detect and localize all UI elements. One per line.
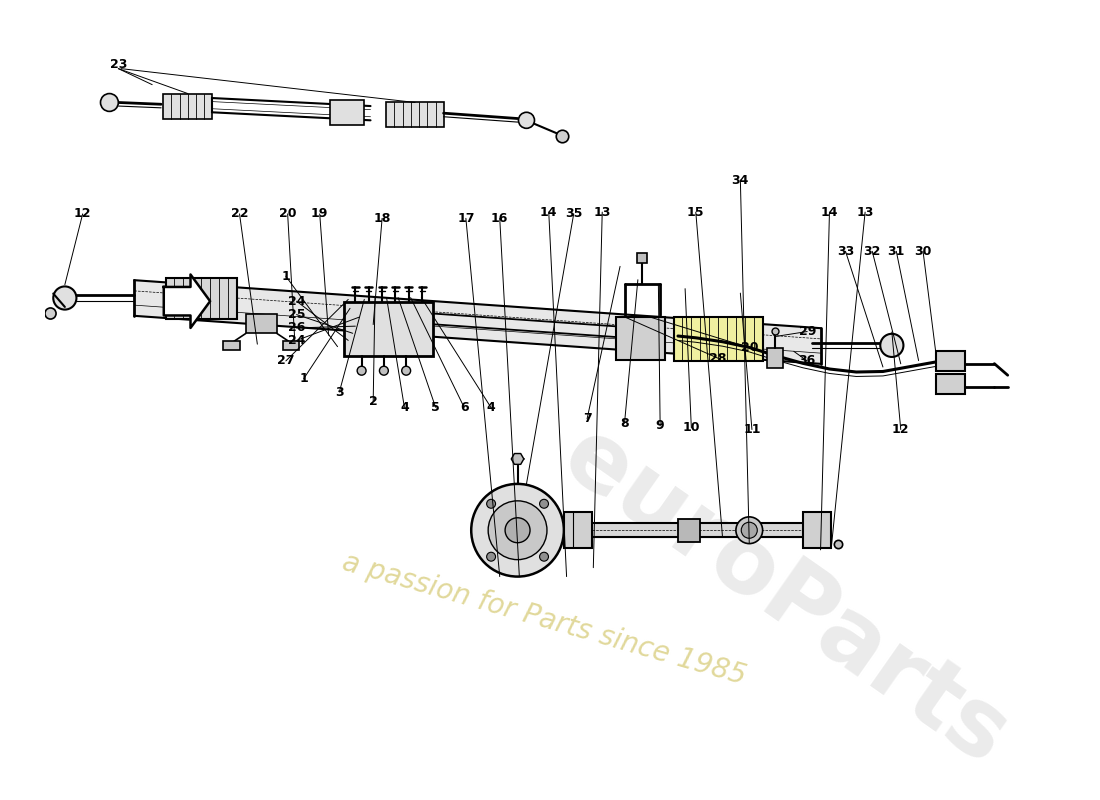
- Circle shape: [486, 552, 496, 561]
- Text: 22: 22: [231, 207, 249, 220]
- Text: 3: 3: [336, 386, 343, 398]
- Text: 8: 8: [620, 417, 629, 430]
- Text: 14: 14: [540, 206, 558, 218]
- FancyBboxPatch shape: [344, 302, 433, 355]
- Circle shape: [53, 286, 76, 310]
- Text: 26: 26: [288, 322, 305, 334]
- Circle shape: [379, 366, 388, 375]
- Circle shape: [488, 501, 547, 560]
- Text: 7: 7: [583, 412, 592, 426]
- Text: 4: 4: [486, 401, 495, 414]
- FancyBboxPatch shape: [936, 374, 965, 394]
- Text: 1: 1: [282, 270, 290, 282]
- Text: 17: 17: [458, 212, 474, 225]
- FancyBboxPatch shape: [564, 513, 593, 548]
- Text: 29: 29: [799, 325, 816, 338]
- Text: 9: 9: [656, 419, 664, 433]
- Text: 5: 5: [431, 401, 440, 414]
- Text: 25: 25: [288, 308, 306, 321]
- FancyBboxPatch shape: [283, 341, 299, 350]
- Circle shape: [736, 517, 762, 544]
- Circle shape: [100, 94, 119, 111]
- Text: 13: 13: [857, 206, 873, 218]
- FancyBboxPatch shape: [673, 317, 762, 361]
- Circle shape: [540, 552, 549, 561]
- Text: 12: 12: [74, 207, 91, 220]
- Circle shape: [505, 518, 530, 542]
- FancyBboxPatch shape: [678, 518, 701, 542]
- Text: 14: 14: [821, 206, 838, 218]
- FancyBboxPatch shape: [163, 94, 212, 118]
- Circle shape: [880, 334, 903, 357]
- Circle shape: [486, 499, 496, 508]
- FancyBboxPatch shape: [330, 100, 364, 125]
- Circle shape: [741, 522, 757, 538]
- Text: 6: 6: [460, 401, 469, 414]
- Text: euroParts: euroParts: [544, 410, 1025, 784]
- FancyBboxPatch shape: [386, 102, 444, 127]
- Text: 31: 31: [888, 245, 905, 258]
- Polygon shape: [512, 454, 524, 464]
- Text: 24: 24: [288, 334, 306, 347]
- Text: 28: 28: [710, 352, 727, 365]
- Circle shape: [402, 366, 410, 375]
- Text: 10: 10: [683, 422, 700, 434]
- Polygon shape: [164, 274, 210, 328]
- Text: 23: 23: [110, 58, 126, 70]
- Circle shape: [358, 366, 366, 375]
- Circle shape: [518, 112, 535, 128]
- Text: 18: 18: [373, 212, 390, 225]
- Text: 20: 20: [279, 207, 296, 220]
- Text: 12: 12: [892, 423, 910, 436]
- Text: 24: 24: [288, 294, 306, 308]
- FancyBboxPatch shape: [803, 513, 832, 548]
- Text: 34: 34: [732, 174, 749, 186]
- Circle shape: [471, 484, 564, 577]
- FancyBboxPatch shape: [245, 314, 277, 334]
- Polygon shape: [134, 280, 821, 364]
- Text: 36: 36: [799, 354, 816, 367]
- Text: 13: 13: [594, 206, 610, 218]
- Polygon shape: [593, 523, 803, 538]
- Text: 35: 35: [565, 207, 582, 220]
- Text: 19: 19: [311, 207, 329, 220]
- Text: 2: 2: [368, 394, 377, 407]
- Text: 11: 11: [744, 423, 761, 436]
- Text: 20: 20: [740, 341, 758, 354]
- Text: a passion for Parts since 1985: a passion for Parts since 1985: [339, 548, 749, 690]
- FancyBboxPatch shape: [616, 317, 664, 360]
- FancyBboxPatch shape: [767, 348, 783, 368]
- Text: 16: 16: [491, 212, 508, 225]
- Text: 32: 32: [864, 245, 881, 258]
- Text: 15: 15: [688, 206, 704, 218]
- Text: 4: 4: [400, 401, 409, 414]
- Circle shape: [540, 499, 549, 508]
- Text: 1: 1: [299, 372, 308, 386]
- FancyBboxPatch shape: [166, 278, 236, 318]
- FancyBboxPatch shape: [223, 341, 240, 350]
- Text: 27: 27: [277, 354, 295, 367]
- FancyBboxPatch shape: [936, 351, 965, 370]
- Text: 30: 30: [914, 245, 932, 258]
- Text: 33: 33: [837, 245, 854, 258]
